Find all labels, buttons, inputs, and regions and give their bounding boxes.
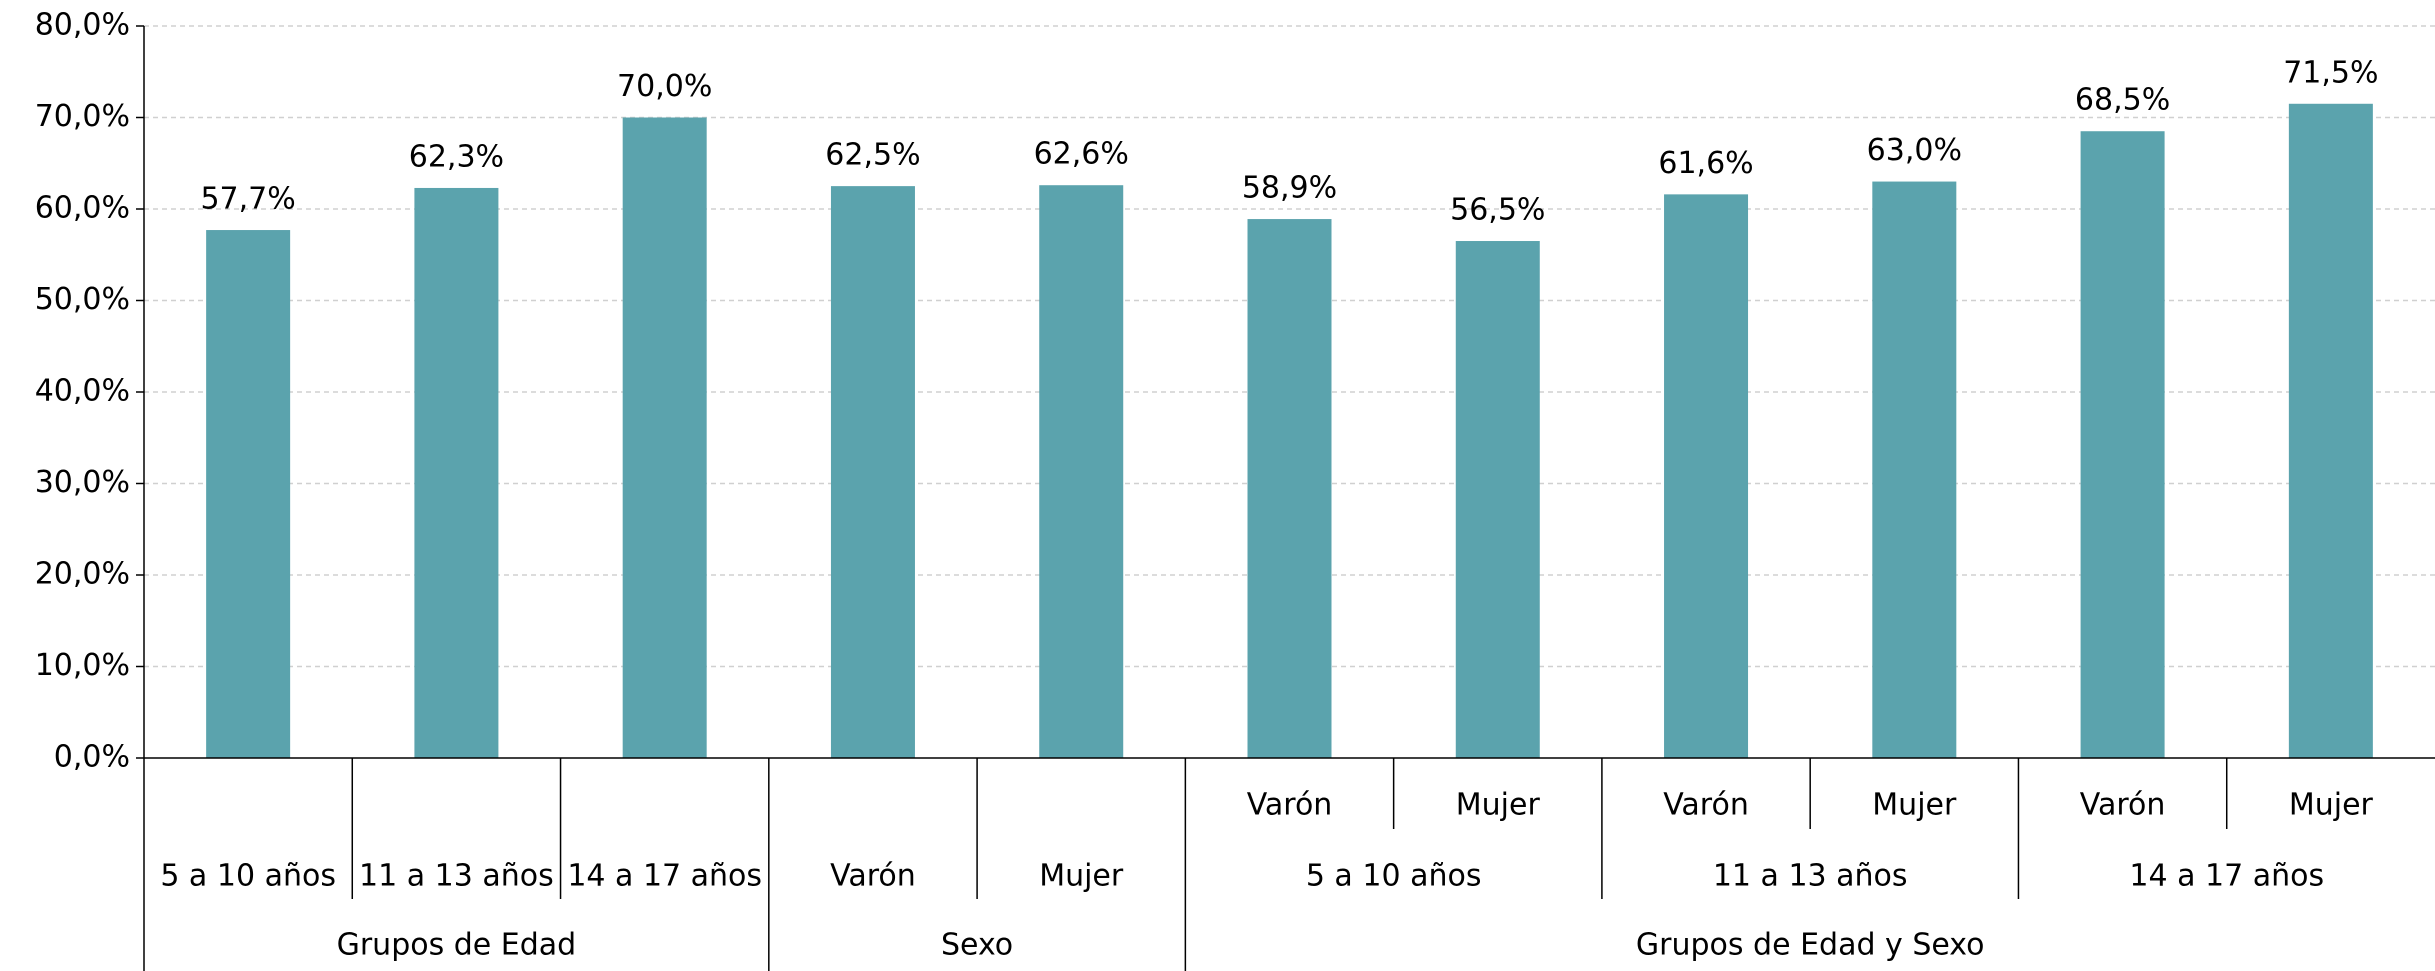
value-label: 68,5% xyxy=(2075,83,2170,118)
bar xyxy=(1664,194,1749,759)
x-tick-label: Mujer xyxy=(1039,859,1124,894)
x-tick-label: Mujer xyxy=(1872,788,1957,823)
x-tick-label: 14 a 17 años xyxy=(567,859,762,894)
x-tick-label: Mujer xyxy=(2289,788,2374,823)
y-tick-label: 40,0% xyxy=(35,374,130,409)
y-tick-label: 70,0% xyxy=(35,99,130,134)
value-label: 62,5% xyxy=(825,138,920,173)
bar xyxy=(2288,103,2373,758)
value-label: 62,6% xyxy=(1034,137,1129,172)
value-label: 57,7% xyxy=(200,182,295,217)
y-tick-label: 10,0% xyxy=(35,648,130,683)
bar xyxy=(414,187,499,758)
bar xyxy=(1247,219,1332,758)
value-label: 71,5% xyxy=(2283,55,2378,90)
x-tick-label: Mujer xyxy=(1456,788,1541,823)
value-label: 63,0% xyxy=(1867,133,1962,168)
value-label: 56,5% xyxy=(1450,193,1545,228)
bar xyxy=(1039,185,1124,758)
value-label: 70,0% xyxy=(617,69,712,104)
subgroup-label: 5 a 10 años xyxy=(1306,859,1482,894)
bar xyxy=(622,117,707,758)
value-label: 61,6% xyxy=(1658,146,1753,181)
group-label: Grupos de Edad xyxy=(337,928,577,963)
x-tick-label: Varón xyxy=(830,859,916,894)
subgroup-label: 11 a 13 años xyxy=(1713,859,1908,894)
bar xyxy=(1872,181,1957,759)
x-tick-label: 11 a 13 años xyxy=(359,859,554,894)
subgroup-label: 14 a 17 años xyxy=(2129,859,2324,894)
group-label: Sexo xyxy=(941,928,1013,963)
y-tick-label: 80,0% xyxy=(35,8,130,43)
y-tick-label: 50,0% xyxy=(35,282,130,317)
bar xyxy=(2080,131,2165,759)
y-tick-label: 60,0% xyxy=(35,191,130,226)
x-tick-label: Varón xyxy=(1663,788,1749,823)
y-tick-label: 20,0% xyxy=(35,557,130,592)
group-label: Grupos de Edad y Sexo xyxy=(1636,928,1985,963)
bar xyxy=(830,186,915,758)
value-label: 58,9% xyxy=(1242,171,1337,206)
y-tick-label: 30,0% xyxy=(35,465,130,500)
y-tick-label: 0,0% xyxy=(54,740,130,775)
bar xyxy=(1455,241,1540,758)
value-label: 62,3% xyxy=(409,139,504,174)
bar xyxy=(206,230,291,759)
x-tick-label: 5 a 10 años xyxy=(160,859,336,894)
x-tick-label: Varón xyxy=(2080,788,2166,823)
x-tick-label: Varón xyxy=(1247,788,1333,823)
